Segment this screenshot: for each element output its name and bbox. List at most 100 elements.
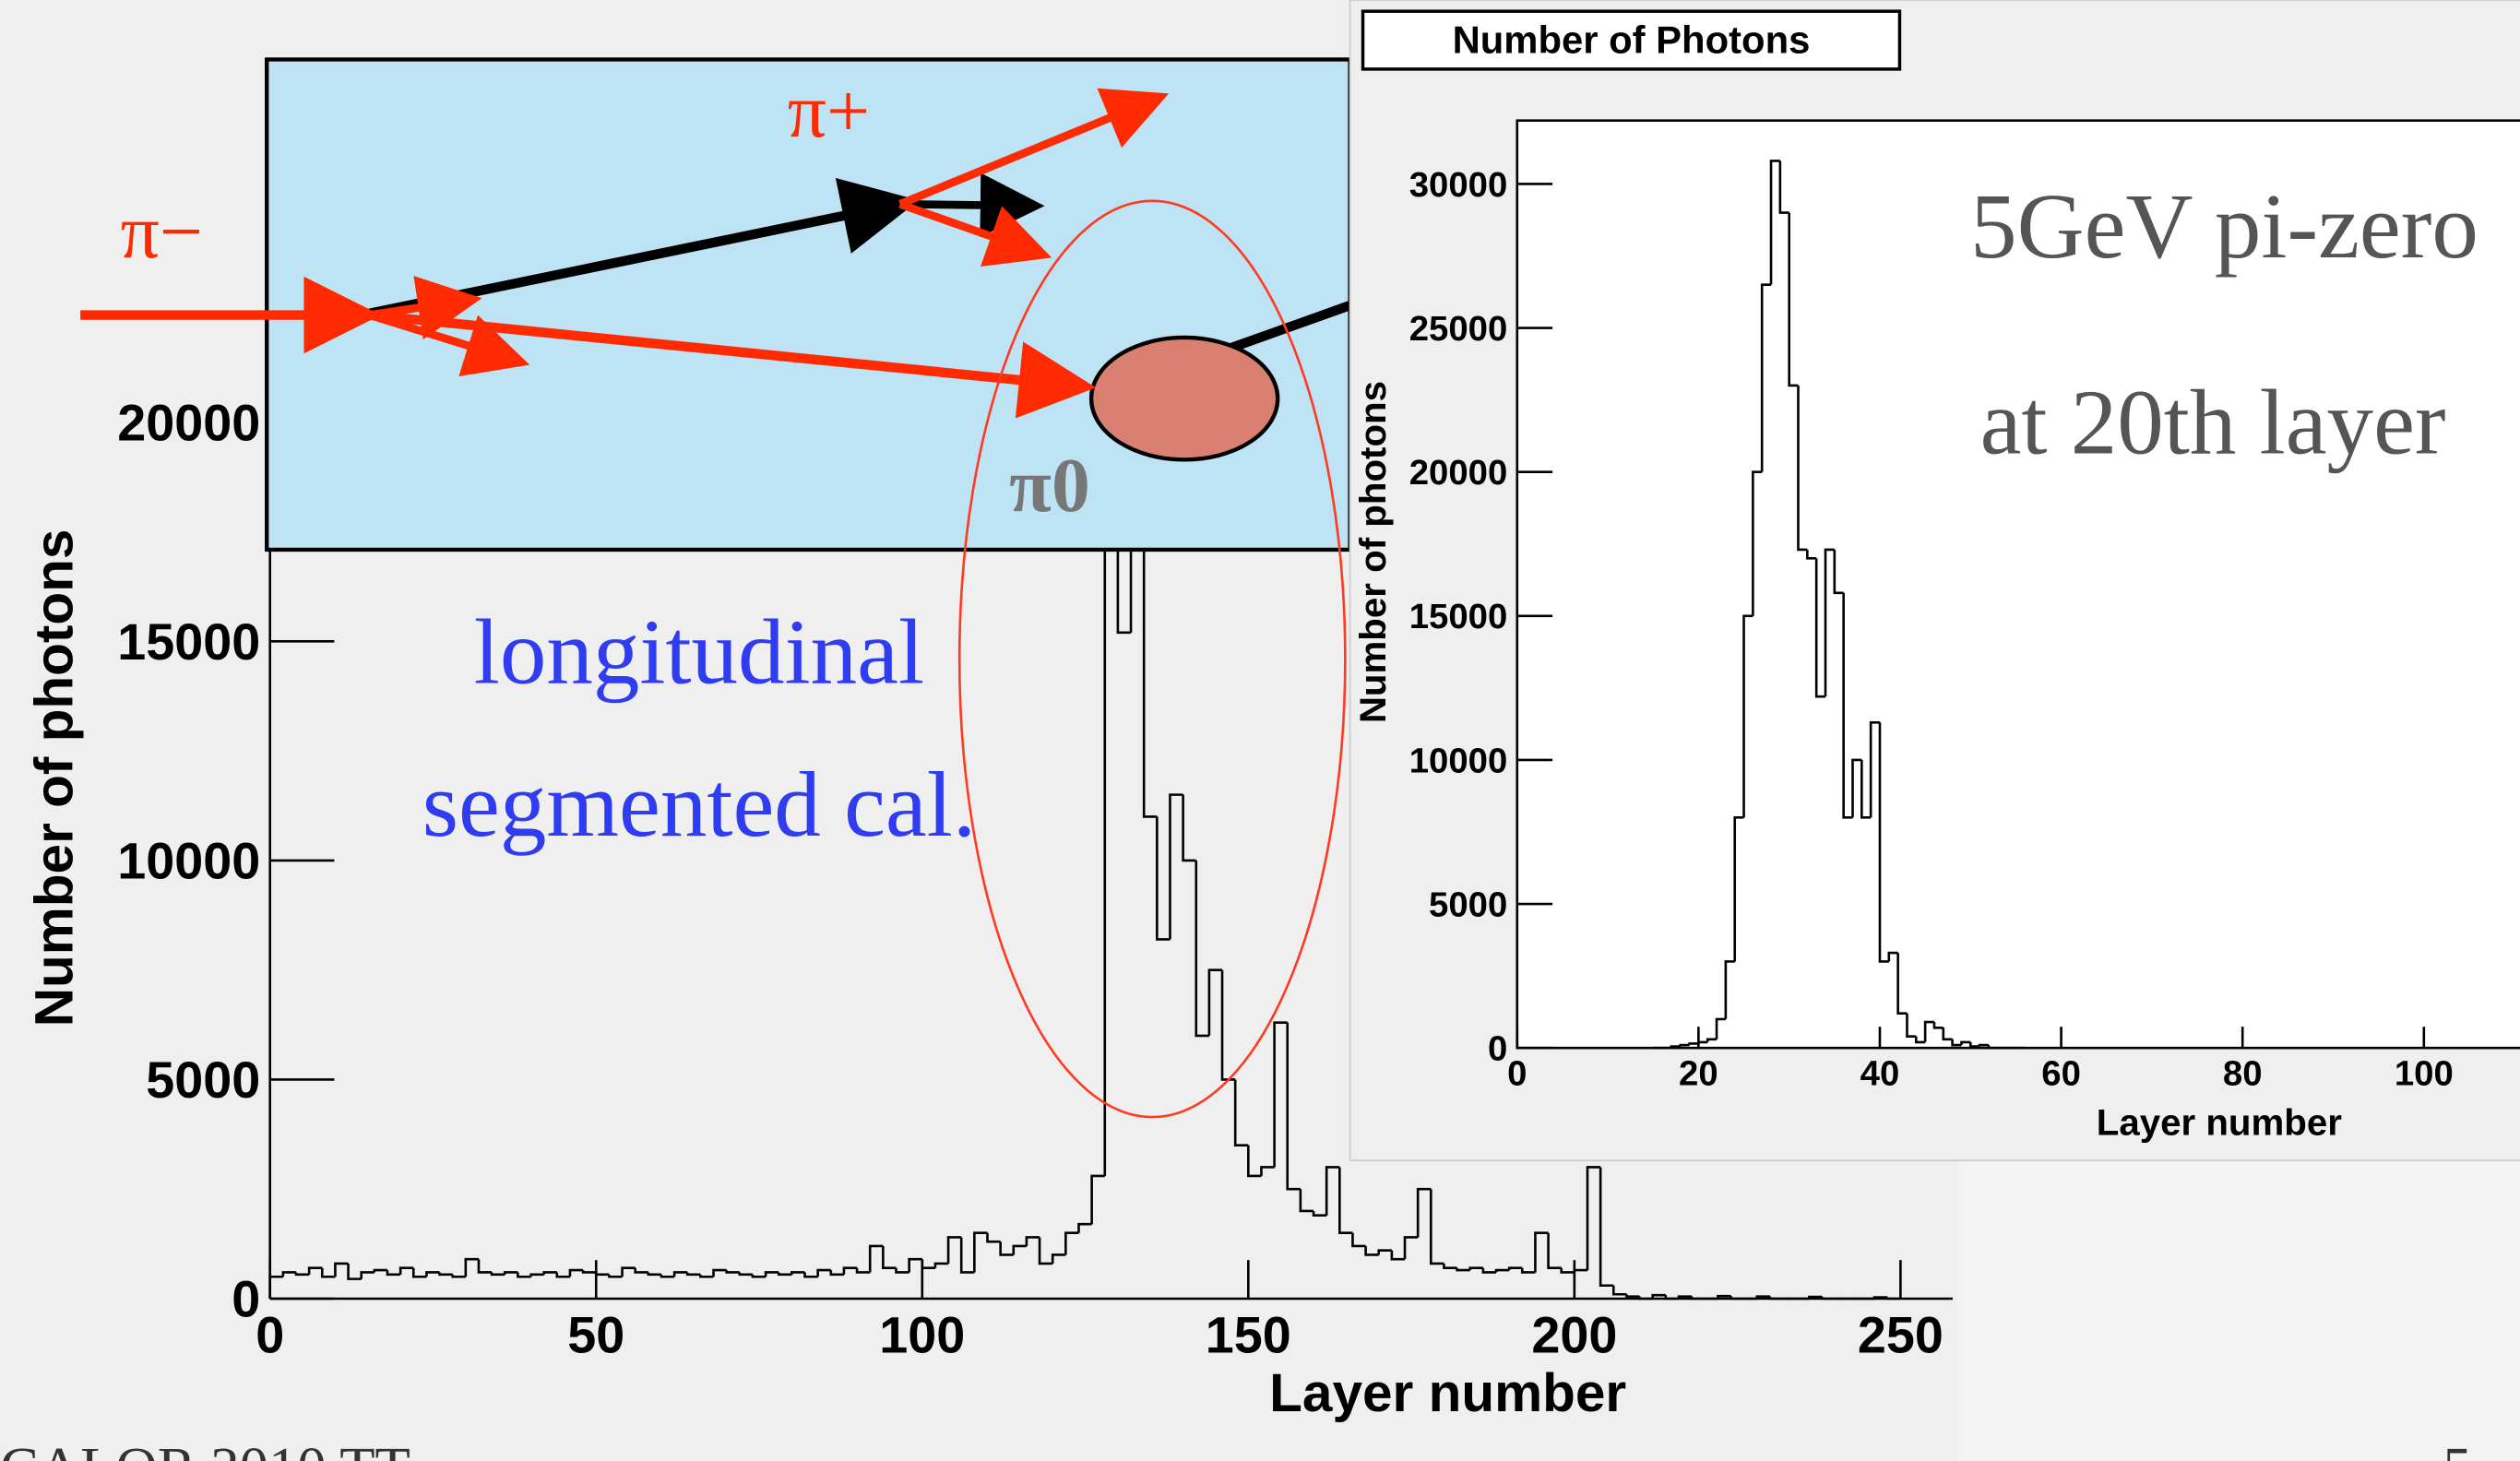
histogram-bin <box>1768 1296 1784 1301</box>
note: 5GeV pi-zero <box>1970 174 2478 278</box>
x-axis-title: Layer number <box>1269 1363 1626 1423</box>
histogram-bin <box>1808 1295 1823 1299</box>
arrow <box>369 310 1097 419</box>
histogram-bin <box>490 1272 505 1277</box>
histogram-bin <box>1914 1036 1926 1044</box>
histogram-bin <box>1851 758 1862 818</box>
histogram-bin <box>1507 1266 1523 1271</box>
histogram-bin <box>1978 1043 1989 1047</box>
histogram-bin <box>1195 860 1209 1038</box>
histogram-bin <box>1156 816 1171 941</box>
x-tick-label: 0 <box>1507 1053 1527 1093</box>
x-tick-label: 0 <box>256 1307 284 1364</box>
histogram-bin <box>281 1271 296 1277</box>
histogram-bin <box>895 1267 909 1274</box>
histogram-bin <box>738 1272 753 1277</box>
y-tick-label: 10000 <box>117 832 260 889</box>
histogram-bin <box>1872 1296 1888 1299</box>
x-tick-label: 100 <box>879 1307 965 1364</box>
histogram-bin <box>1842 592 1853 819</box>
y-tick-label: 0 <box>1488 1029 1507 1069</box>
histogram-bin <box>1942 1027 1953 1041</box>
arrow <box>368 311 530 377</box>
histogram-bin <box>1906 1013 1917 1038</box>
x-axis-title: Layer number <box>2097 1101 2343 1143</box>
histogram-bin <box>1797 385 1808 552</box>
y-axis-title: Number of photons <box>24 529 84 1027</box>
histogram-bin <box>1599 1167 1614 1288</box>
histogram-bin <box>1286 1022 1301 1191</box>
histogram-bin <box>1534 1231 1549 1273</box>
histogram-bin <box>1733 816 1744 962</box>
histogram-bin <box>1860 759 1872 819</box>
histogram-bin <box>1968 1041 1980 1048</box>
histogram-bin <box>398 1266 414 1275</box>
histogram-bin <box>1064 1231 1079 1255</box>
histogram-bin <box>685 1272 701 1277</box>
histogram-bin <box>411 1267 427 1278</box>
histogram-bin <box>1688 1042 1699 1046</box>
histogram-bin <box>1690 1296 1706 1301</box>
histogram-bin <box>999 1241 1014 1256</box>
histogram-bin <box>1788 212 1799 387</box>
histogram-bin <box>908 1257 922 1273</box>
footer-right: 5 <box>2443 1435 2471 1461</box>
histogram-bin <box>816 1268 831 1277</box>
histogram-bin <box>451 1274 466 1278</box>
inset-chart: 0 20 40 60 80 100 0 5000 10000 15000 20000 25000 300… <box>1352 119 2520 1143</box>
histogram-bin <box>1364 1245 1379 1256</box>
histogram-bin <box>1220 969 1236 1081</box>
histogram-bin <box>307 1266 323 1275</box>
y-tick-label: 30000 <box>1409 165 1508 205</box>
histogram-bin <box>1664 1295 1679 1301</box>
histogram-bin <box>1012 1244 1027 1255</box>
histogram-bin <box>803 1272 818 1278</box>
arrow <box>898 200 1052 267</box>
histogram-bin <box>425 1271 440 1277</box>
histogram-bin <box>1481 1267 1497 1274</box>
histogram-bin <box>1260 1166 1275 1176</box>
histogram-bin <box>1077 1222 1092 1233</box>
histogram-bin <box>1520 1267 1536 1274</box>
histogram-bin <box>882 1245 897 1270</box>
histogram-bin <box>621 1266 636 1277</box>
pi-zero-label: π0 <box>1009 443 1090 529</box>
histogram-bin <box>1025 1236 1040 1246</box>
histogram-bin <box>1932 1022 1943 1029</box>
histogram-bin <box>1547 1232 1562 1270</box>
histogram-bin <box>672 1271 688 1277</box>
footer-left: CALOR 2010 TT <box>0 1435 410 1461</box>
histogram-bin <box>1887 951 1898 962</box>
histogram-bin <box>1494 1268 1510 1273</box>
histogram-bin <box>1377 1249 1392 1255</box>
caption: longitudinal <box>474 600 924 704</box>
histogram-bin <box>1679 1043 1690 1047</box>
x-tick-label: 150 <box>1206 1307 1291 1364</box>
histogram-bin <box>334 1262 349 1277</box>
histogram-bin <box>1878 722 1889 963</box>
histogram-bin <box>842 1266 858 1275</box>
histogram-bin <box>1769 160 1780 285</box>
histogram-bin <box>1338 1167 1353 1235</box>
histogram-bin <box>386 1270 401 1277</box>
histogram-bin <box>1824 548 1835 697</box>
histogram-bin <box>503 1271 518 1275</box>
histogram-bin <box>1586 1166 1601 1271</box>
histogram-bin <box>1207 968 1223 1036</box>
histogram-bin <box>1760 283 1772 472</box>
histogram-bin <box>1677 1295 1693 1299</box>
histogram-bin <box>1247 1145 1262 1178</box>
histogram-bin <box>647 1272 661 1277</box>
histogram-bin <box>1390 1250 1406 1261</box>
histogram-bin <box>751 1274 767 1278</box>
histogram-bin <box>608 1274 623 1278</box>
y-tick-label: 15000 <box>1409 597 1508 636</box>
histogram-bin <box>1960 1040 1971 1046</box>
histogram-bin <box>1090 1174 1105 1225</box>
histogram-bin <box>1468 1266 1483 1271</box>
histogram-bin <box>1351 1232 1366 1248</box>
x-tick-label: 20 <box>1679 1053 1718 1093</box>
histogram-bin <box>360 1271 374 1279</box>
histogram-bin <box>464 1257 479 1277</box>
